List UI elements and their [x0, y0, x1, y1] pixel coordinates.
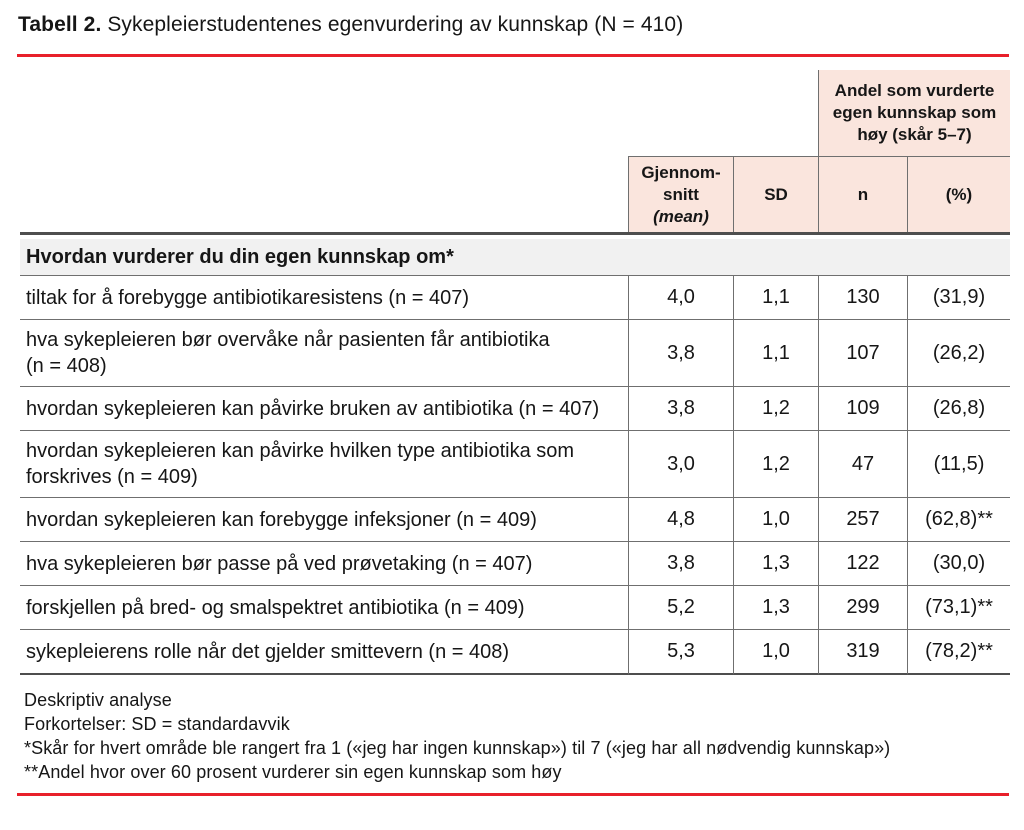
footnotes: Deskriptiv analyse Forkortelser: SD = st… [24, 688, 1010, 784]
row-label: hvordan sykepleieren kan påvirke hvilken… [20, 431, 628, 498]
cell-n: 47 [818, 431, 907, 498]
table-header: Andel som vurderte egen kunnskap som høy… [20, 70, 1010, 235]
cell-pct: (26,2) [907, 320, 1010, 387]
cell-sd: 1,0 [733, 498, 818, 542]
cell-n: 107 [818, 320, 907, 387]
row-label: tiltak for å forebygge antibiotikaresist… [20, 276, 628, 320]
footnote-analysis: Deskriptiv analyse [24, 690, 172, 710]
cell-mean: 3,8 [628, 542, 733, 586]
row-label: sykepleierens rolle når det gjelder smit… [20, 630, 628, 675]
cell-n: 122 [818, 542, 907, 586]
header-row2-empty [20, 156, 628, 232]
row-label: hva sykepleieren bør overvåke når pasien… [20, 320, 628, 387]
cell-sd: 1,3 [733, 542, 818, 586]
col-header-mean-line2: snitt [663, 184, 699, 204]
row-label: hva sykepleieren bør passe på ved prøvet… [20, 542, 628, 586]
group-header-high-knowledge: Andel som vurderte egen kunnskap som høy… [818, 70, 1010, 156]
cell-mean: 3,8 [628, 320, 733, 387]
cell-sd: 1,1 [733, 276, 818, 320]
bottom-red-rule [17, 793, 1009, 796]
cell-pct: (73,1)** [907, 586, 1010, 630]
cell-pct: (78,2)** [907, 630, 1010, 675]
table-body: tiltak for å forebygge antibiotikaresist… [20, 276, 1010, 675]
cell-n: 109 [818, 387, 907, 431]
cell-pct: (30,0) [907, 542, 1010, 586]
cell-sd: 1,1 [733, 320, 818, 387]
footnote-abbreviations: Forkortelser: SD = standardavvik [24, 714, 290, 734]
top-red-rule [17, 54, 1009, 57]
cell-n: 299 [818, 586, 907, 630]
cell-pct: (26,8) [907, 387, 1010, 431]
cell-sd: 1,2 [733, 387, 818, 431]
col-header-mean: Gjennom- snitt (mean) [628, 156, 733, 232]
header-empty-area [20, 70, 818, 156]
table-title-prefix: Tabell 2. [18, 13, 102, 36]
cell-n: 257 [818, 498, 907, 542]
cell-sd: 1,3 [733, 586, 818, 630]
col-header-mean-line1: Gjennom- [641, 162, 721, 182]
data-table: Andel som vurderte egen kunnskap som høy… [20, 70, 1010, 675]
cell-sd: 1,2 [733, 431, 818, 498]
col-header-n: n [818, 156, 907, 232]
row-label: hvordan sykepleieren kan påvirke bruken … [20, 387, 628, 431]
cell-mean: 4,0 [628, 276, 733, 320]
row-label: forskjellen på bred- og smalspektret ant… [20, 586, 628, 630]
cell-mean: 5,3 [628, 630, 733, 675]
cell-mean: 4,8 [628, 498, 733, 542]
col-header-sd: SD [733, 156, 818, 232]
table-title-text: Sykepleierstudentenes egenvurdering av k… [107, 13, 684, 36]
cell-pct: (11,5) [907, 431, 1010, 498]
col-header-pct: (%) [907, 156, 1010, 232]
cell-mean: 3,8 [628, 387, 733, 431]
col-header-mean-line3: (mean) [653, 206, 709, 226]
cell-sd: 1,0 [733, 630, 818, 675]
cell-mean: 5,2 [628, 586, 733, 630]
cell-pct: (62,8)** [907, 498, 1010, 542]
cell-n: 130 [818, 276, 907, 320]
row-label: hvordan sykepleieren kan forebygge infek… [20, 498, 628, 542]
section-header: Hvordan vurderer du din egen kunnskap om… [20, 239, 1010, 276]
cell-mean: 3,0 [628, 431, 733, 498]
footnote-score-range: *Skår for hvert område ble rangert fra 1… [24, 738, 891, 758]
table-title: Tabell 2. Sykepleierstudentenes egenvurd… [18, 12, 1010, 38]
cell-n: 319 [818, 630, 907, 675]
cell-pct: (31,9) [907, 276, 1010, 320]
footnote-over-60: **Andel hvor over 60 prosent vurderer si… [24, 762, 562, 782]
